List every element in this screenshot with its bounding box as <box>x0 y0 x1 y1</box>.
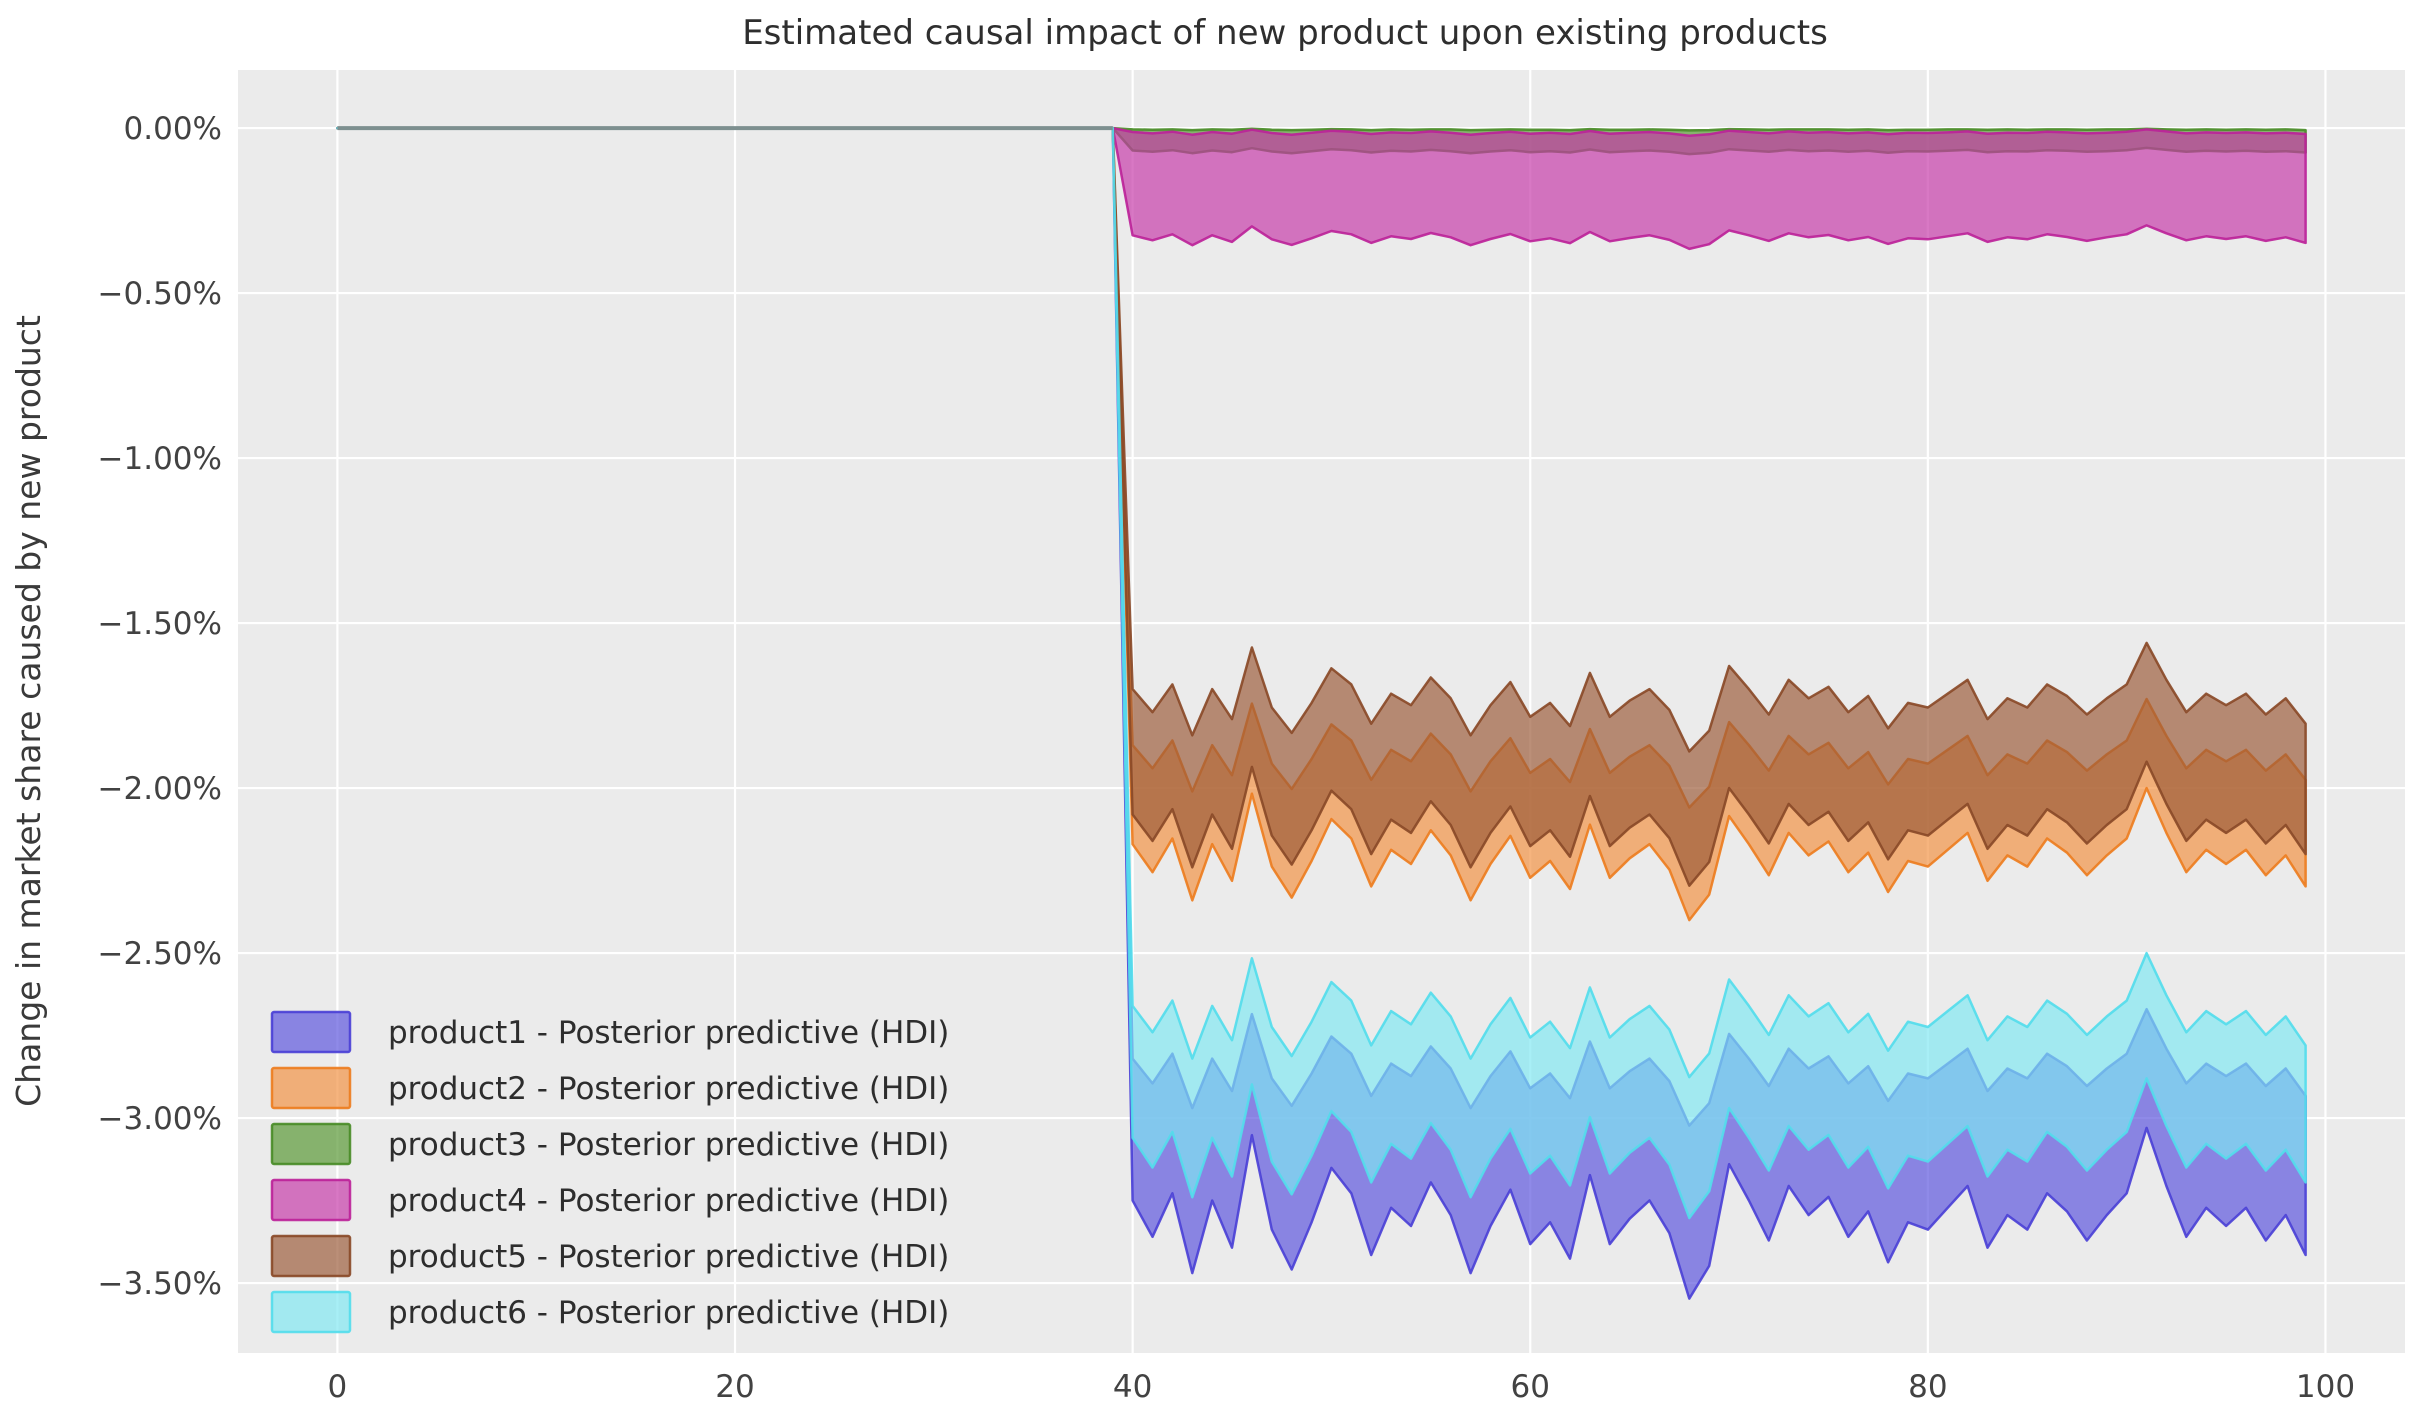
hdi-band-product6 <box>336 126 2307 1220</box>
legend-swatch-product6 <box>270 1290 352 1334</box>
legend-label-product2: product2 - Posterior predictive (HDI) <box>388 1071 949 1107</box>
chart-title: Estimated causal impact of new product u… <box>742 13 1828 53</box>
hdi-band-product5 <box>336 126 2307 887</box>
legend-swatch-product4 <box>270 1178 352 1222</box>
y-tick-label-0.00%: 0.00% <box>124 111 222 147</box>
x-tick-label-100: 100 <box>2296 1369 2355 1405</box>
y-tick-label-−0.50%: −0.50% <box>98 276 222 312</box>
y-axis-label: Change in market share caused by new pro… <box>9 315 48 1107</box>
legend-label-product4: product4 - Posterior predictive (HDI) <box>388 1183 949 1219</box>
y-tick-label-−2.00%: −2.00% <box>98 771 222 807</box>
y-tick-label-−1.50%: −1.50% <box>98 606 222 642</box>
legend-swatch-product2 <box>270 1066 352 1110</box>
x-tick-label-20: 20 <box>715 1369 754 1405</box>
y-tick-label-−3.50%: −3.50% <box>98 1266 222 1302</box>
x-tick-label-40: 40 <box>1113 1369 1152 1405</box>
y-tick-label-−3.00%: −3.00% <box>98 1101 222 1137</box>
y-tick-label-−1.00%: −1.00% <box>98 441 222 477</box>
x-tick-label-80: 80 <box>1908 1369 1947 1405</box>
legend-label-product5: product5 - Posterior predictive (HDI) <box>388 1239 949 1275</box>
y-tick-label-−2.50%: −2.50% <box>98 936 222 972</box>
legend-swatch-product1 <box>270 1010 352 1054</box>
legend-label-product1: product1 - Posterior predictive (HDI) <box>388 1015 949 1051</box>
x-tick-label-60: 60 <box>1511 1369 1550 1405</box>
legend-label-product6: product6 - Posterior predictive (HDI) <box>388 1295 949 1331</box>
legend-swatch-product5 <box>270 1234 352 1278</box>
x-tick-label-0: 0 <box>328 1369 348 1405</box>
legend-label-product3: product3 - Posterior predictive (HDI) <box>388 1127 949 1163</box>
legend-swatch-product3 <box>270 1122 352 1166</box>
hdi-band-product4 <box>336 126 2307 251</box>
